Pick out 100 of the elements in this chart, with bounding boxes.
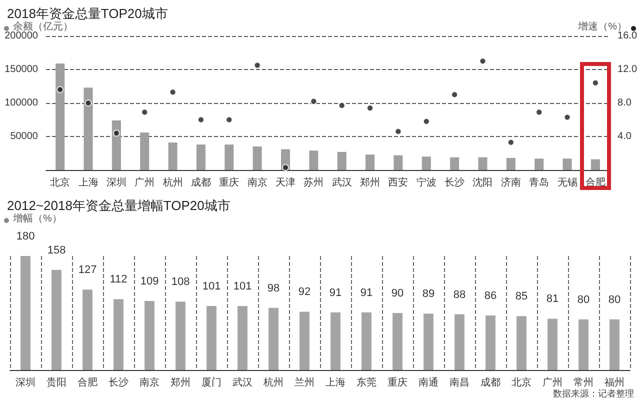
point [394, 128, 402, 135]
bar [144, 300, 154, 370]
x-tick-label: 南京 [140, 376, 160, 388]
data-label: 109 [140, 275, 159, 288]
data-label: 108 [171, 276, 190, 288]
data-label: 89 [422, 288, 435, 300]
point [564, 114, 571, 121]
data-label: 127 [78, 264, 97, 276]
bar [168, 142, 178, 170]
x-tick-label: 西安 [388, 176, 408, 188]
point [507, 138, 514, 146]
point [310, 98, 318, 105]
x-tick-label: 重庆 [219, 176, 240, 188]
y-tick-label: 200000 [4, 30, 38, 42]
point [479, 58, 486, 65]
y2-axis-title: 增速（%） [577, 20, 628, 32]
source-note: 数据来源：记者整理 [553, 388, 634, 398]
x-tick-label: 南昌 [450, 376, 470, 388]
bar [486, 316, 496, 370]
point [112, 130, 120, 137]
bar [394, 155, 403, 170]
data-label: 85 [515, 290, 528, 303]
x-tick-label: 东莞 [356, 376, 376, 388]
bar [112, 120, 121, 170]
bar [300, 312, 310, 370]
data-label: 92 [298, 286, 311, 298]
x-tick-label: 深圳 [106, 176, 126, 188]
x-tick-label: 广州 [542, 376, 562, 388]
x-tick-label: 重庆 [388, 376, 408, 388]
x-tick-label: 上海 [326, 376, 346, 388]
y-tick-label: 100000 [4, 98, 38, 108]
point [338, 102, 346, 110]
x-tick-label: 郑州 [170, 376, 190, 388]
x-tick-label: 青岛 [529, 176, 550, 188]
bar [506, 158, 516, 170]
x-tick-label: 郑州 [360, 176, 380, 188]
point [366, 104, 374, 112]
bar [337, 152, 346, 170]
x-tick-label: 贵阳 [46, 376, 66, 388]
bar [362, 312, 372, 370]
x-tick-label: 武汉 [332, 176, 352, 188]
bar [424, 314, 434, 370]
y-tick-label: 150000 [4, 64, 38, 75]
bar [56, 63, 65, 170]
chart-title: 2018年资金总量TOP20城市 [7, 6, 168, 21]
data-label: 180 [16, 230, 35, 242]
bar [392, 313, 402, 370]
data-label: 91 [329, 286, 342, 299]
x-tick-label: 上海 [78, 176, 98, 188]
bar [516, 316, 526, 370]
y-tick-label: 50000 [10, 131, 38, 142]
bar [534, 158, 544, 170]
x-tick-label: 广州 [134, 176, 155, 188]
data-label: 80 [577, 294, 590, 306]
x-tick-label: 长沙 [444, 176, 465, 188]
point [141, 108, 148, 116]
data-label: 88 [453, 288, 466, 301]
bar [238, 306, 248, 370]
x-tick-label: 苏州 [304, 176, 324, 188]
bar [252, 146, 262, 170]
bar [20, 256, 30, 370]
bar [562, 158, 572, 170]
y2-tick-label: 8.0 [618, 98, 632, 108]
point [56, 86, 64, 94]
y2-tick-label: 12.0 [618, 64, 638, 75]
bar [140, 132, 150, 170]
x-tick-label: 长沙 [108, 376, 128, 388]
bar [206, 306, 216, 370]
x-tick-label: 深圳 [16, 376, 36, 388]
bar [610, 319, 620, 370]
bar [52, 270, 62, 370]
point [84, 100, 92, 106]
bar [268, 308, 278, 370]
bar [176, 302, 186, 370]
bar [196, 144, 206, 170]
bar [309, 150, 318, 170]
x-tick-label: 天津 [276, 176, 296, 188]
x-tick-label: 成都 [480, 376, 500, 388]
bar [84, 88, 93, 170]
bar [330, 312, 340, 370]
data-label: 86 [484, 290, 497, 302]
data-label: 90 [391, 288, 404, 300]
point [451, 91, 458, 98]
x-tick-label: 南通 [418, 376, 438, 388]
bar [454, 314, 464, 370]
x-tick-label: 兰州 [294, 376, 314, 388]
y2-tick-label: 16.0 [618, 30, 638, 42]
point [422, 118, 430, 125]
data-label: 158 [47, 244, 66, 256]
bar [548, 318, 558, 370]
x-tick-label: 沈阳 [472, 176, 493, 188]
data-label: 101 [202, 280, 221, 293]
x-tick-label: 宁波 [416, 176, 436, 188]
data-label: 81 [546, 293, 559, 306]
bar [366, 154, 375, 170]
bar [422, 156, 431, 170]
x-tick-label: 杭州 [262, 376, 284, 388]
data-label: 98 [267, 282, 280, 294]
y-axis-title: 增幅（%） [12, 212, 62, 224]
x-tick-label: 北京 [50, 176, 70, 188]
